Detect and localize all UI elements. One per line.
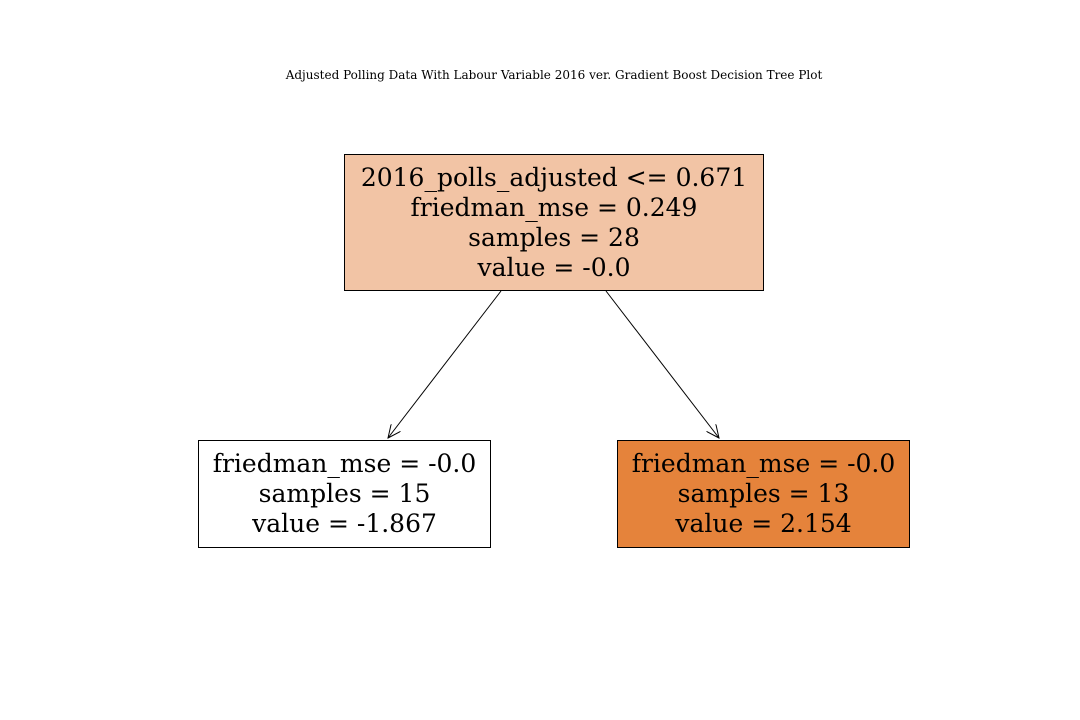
node-value: value = -1.867 [252,509,437,538]
plot-title: Adjusted Polling Data With Labour Variab… [285,68,823,82]
edge-root-to-left [388,290,502,438]
node-samples: samples = 15 [258,479,431,508]
node-value: value = 2.154 [675,509,852,538]
node-friedman-mse: friedman_mse = -0.0 [631,449,896,478]
tree-node-left-leaf: friedman_mse = -0.0 samples = 15 value =… [198,440,491,548]
tree-node-root: 2016_polls_adjusted <= 0.671 friedman_ms… [344,154,764,291]
node-value: value = -0.0 [477,252,631,282]
edge-root-to-right [605,290,719,438]
node-samples: samples = 28 [468,222,640,252]
node-split-condition: 2016_polls_adjusted <= 0.671 [360,162,748,192]
tree-node-right-leaf: friedman_mse = -0.0 samples = 13 value =… [617,440,910,548]
node-friedman-mse: friedman_mse = -0.0 [212,449,477,478]
node-friedman-mse: friedman_mse = 0.249 [410,192,698,222]
node-samples: samples = 13 [677,479,850,508]
